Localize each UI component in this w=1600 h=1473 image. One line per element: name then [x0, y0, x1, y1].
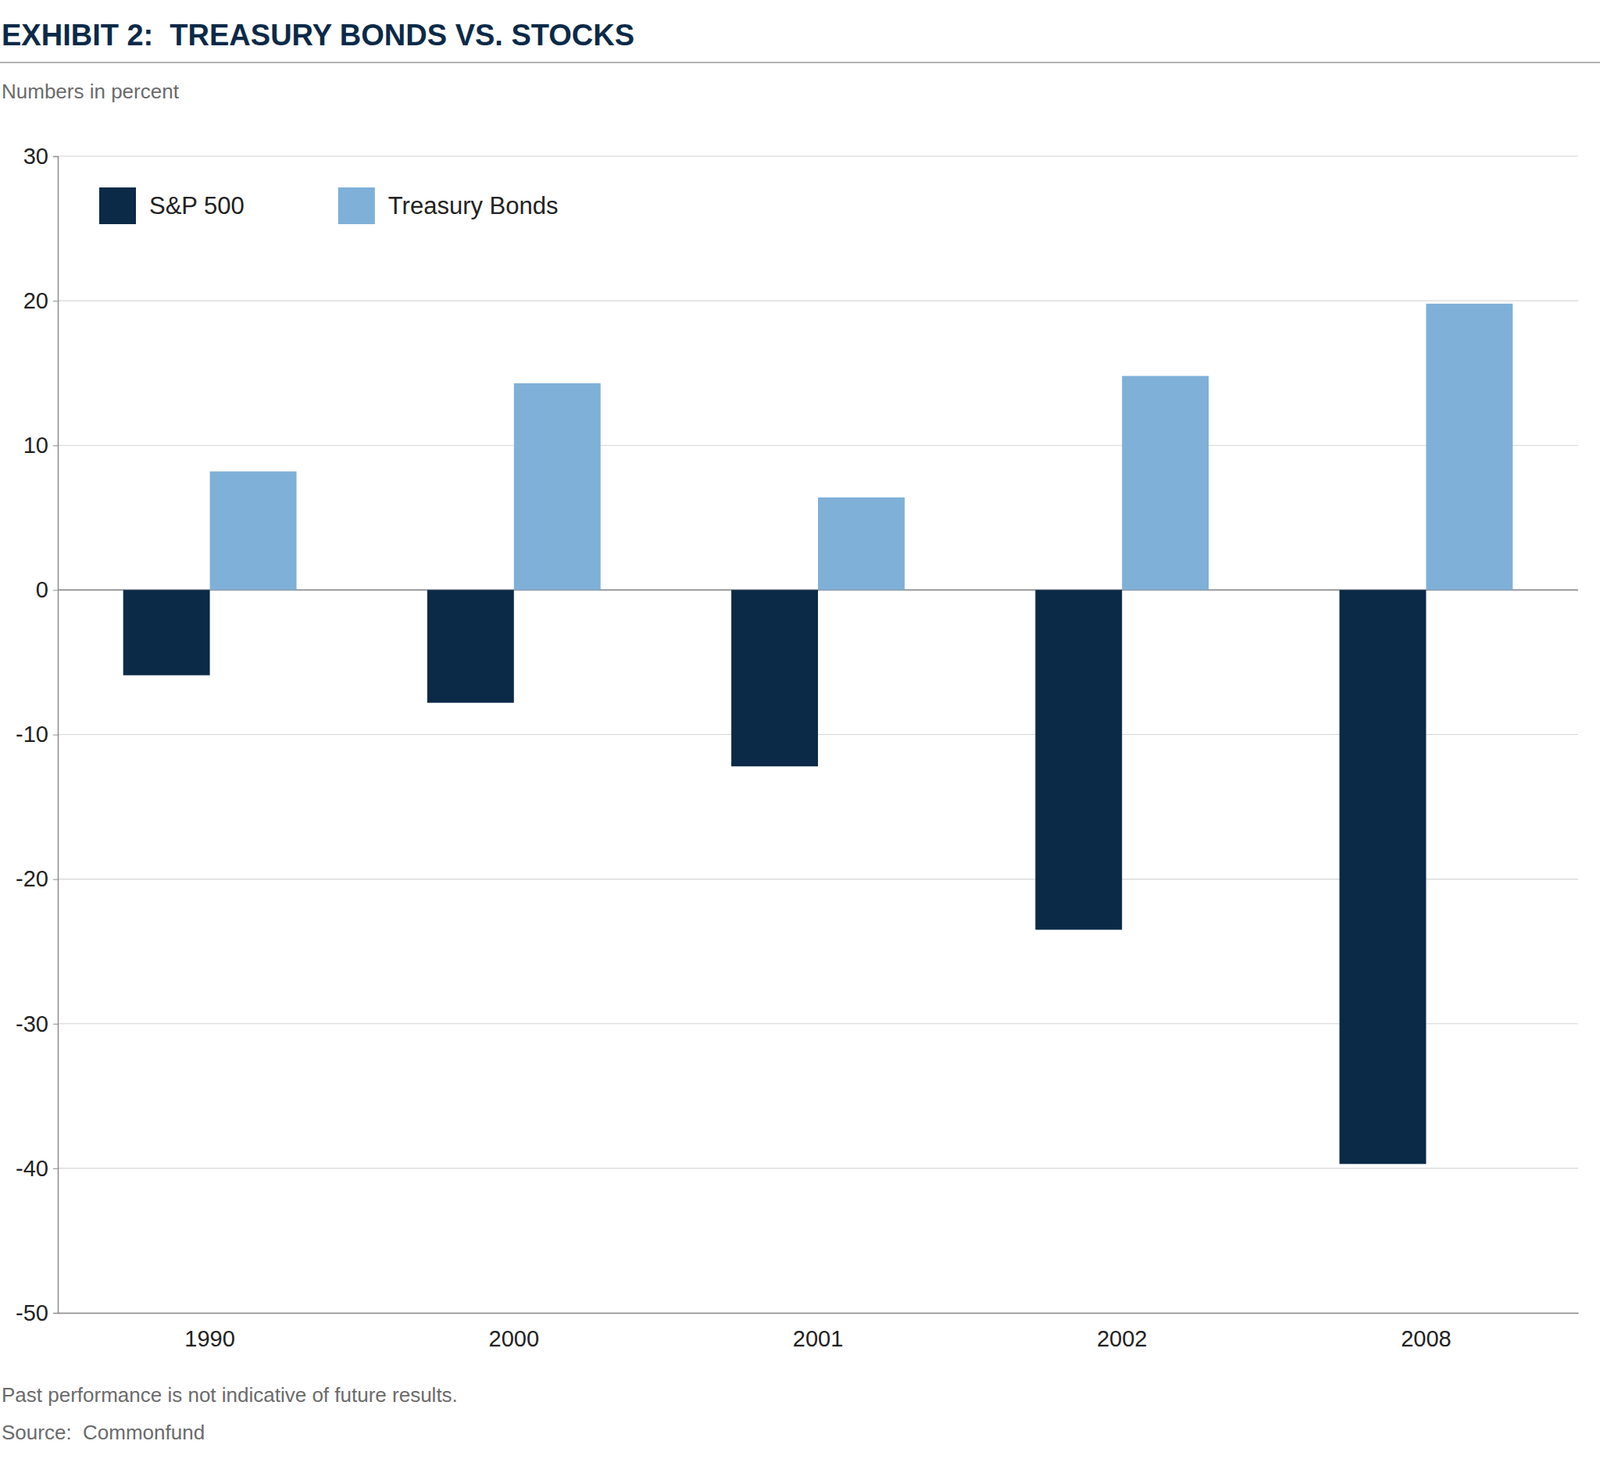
y-tick-mark	[53, 589, 58, 591]
footnote: Past performance is not indicative of fu…	[1, 1383, 458, 1408]
y-tick-label: 10	[23, 432, 49, 458]
grid-line	[57, 155, 1579, 157]
x-tick: 2002	[1096, 1326, 1148, 1352]
y-tick-mark	[53, 1168, 58, 1170]
x-tick-label: 2008	[1400, 1326, 1452, 1352]
y-tick: -40	[15, 1156, 58, 1182]
y-axis: -50 -40 -30 -20 -10 0 10 20 30	[15, 143, 58, 1326]
title: EXHIBIT 2: TREASURY BONDS VS. STOCKS	[1, 18, 635, 52]
y-tick-label: 30	[23, 143, 49, 169]
x-tick-label: 2002	[1096, 1326, 1148, 1352]
bar	[1425, 303, 1513, 591]
footnote: Source: Commonfund	[1, 1421, 205, 1445]
legend-label: S&P 500	[149, 192, 245, 220]
y-tick-label: 20	[23, 288, 49, 314]
bar	[1339, 589, 1426, 1165]
y-tick: -50	[15, 1300, 58, 1326]
bar	[731, 589, 818, 767]
y-tick: 30	[23, 143, 58, 169]
subtitle: Numbers in percent	[1, 79, 180, 104]
x-tick-label: 1990	[184, 1326, 236, 1352]
legend-swatch	[338, 187, 375, 225]
bar	[210, 471, 297, 591]
legend-item: Treasury Bonds	[338, 187, 559, 225]
grid-line	[57, 1312, 1579, 1314]
legend: S&P 500 Treasury Bonds	[99, 187, 558, 225]
grid-line	[57, 300, 1579, 302]
y-tick: 20	[23, 288, 58, 314]
grid-line	[57, 445, 1579, 447]
y-tick-label: -40	[15, 1156, 49, 1182]
x-tick-label: 2000	[489, 1326, 540, 1352]
x-tick: 2001	[792, 1326, 844, 1352]
bar	[514, 383, 601, 591]
x-axis-line	[58, 1313, 1579, 1315]
legend-swatch	[99, 187, 136, 225]
y-tick-mark	[53, 445, 58, 447]
x-tick: 1990	[184, 1326, 236, 1352]
y-tick: 0	[35, 577, 58, 603]
legend-item: S&P 500	[99, 187, 245, 225]
chart: EXHIBIT 2: TREASURY BONDS VS. STOCKS Numb…	[0, 0, 1600, 1473]
y-tick: -20	[15, 866, 58, 892]
legend-label: Treasury Bonds	[388, 192, 559, 220]
x-tick: 2008	[1400, 1326, 1452, 1352]
y-axis-line	[53, 157, 59, 1315]
y-tick-mark	[53, 879, 58, 881]
y-tick: -10	[15, 721, 58, 747]
x-axis: 1990 2000 2001 2002 2008	[58, 1314, 1579, 1352]
bar	[1121, 375, 1209, 590]
bar	[817, 497, 905, 590]
y-tick-label: 0	[35, 577, 49, 603]
y-tick-mark	[53, 1313, 58, 1315]
y-tick-label: -20	[15, 866, 49, 892]
title-rule	[0, 61, 1600, 64]
y-tick-mark	[53, 1024, 58, 1025]
y-tick-mark	[53, 300, 58, 302]
y-tick-mark	[53, 156, 58, 158]
y-tick: 10	[23, 432, 58, 458]
grid	[57, 156, 1579, 1314]
x-tick: 2000	[489, 1326, 540, 1352]
bar	[123, 589, 211, 675]
y-tick-label: -10	[15, 721, 49, 747]
y-tick-label: -30	[15, 1011, 49, 1037]
plot: -50 -40 -30 -20 -10 0 10 20 30 1990 2000 2001 2002 20…	[15, 143, 1579, 1352]
x-tick-label: 2001	[792, 1326, 844, 1352]
bar	[427, 589, 515, 703]
y-tick-label: -50	[15, 1300, 49, 1326]
y-tick-mark	[53, 735, 58, 736]
y-tick: -30	[15, 1011, 58, 1037]
bars	[123, 303, 1514, 1165]
bar	[1035, 589, 1122, 930]
grid-line	[57, 1167, 1579, 1169]
